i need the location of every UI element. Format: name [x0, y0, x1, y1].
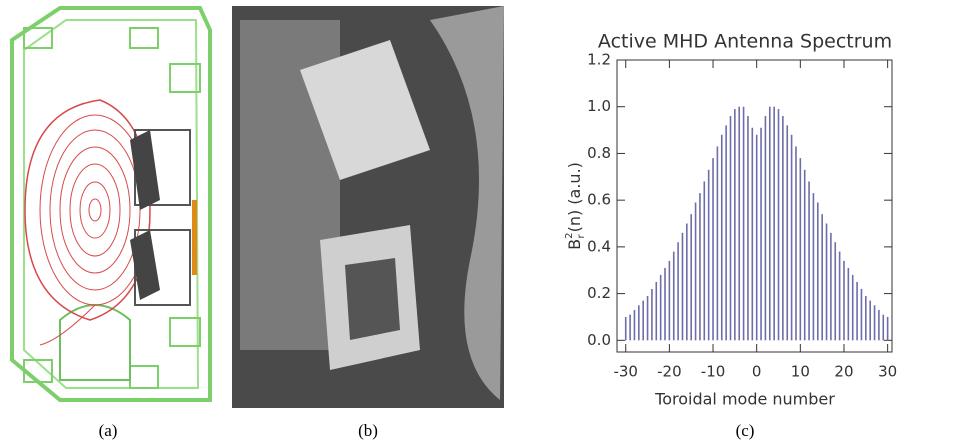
bar [760, 127, 762, 341]
bar [838, 251, 841, 341]
cross-section-diagram [10, 6, 212, 402]
bar [851, 274, 854, 341]
bar [790, 134, 793, 341]
bar [703, 181, 706, 341]
bar [786, 125, 789, 341]
bar [720, 134, 723, 341]
bar [821, 214, 823, 341]
y-axis-label: B2r (n) (a.u.) [564, 162, 587, 250]
bar [755, 134, 758, 341]
x-tick-label: -20 [657, 363, 682, 381]
y-tick-label: 1.2 [587, 51, 611, 69]
bar [664, 267, 666, 341]
bar [651, 288, 653, 341]
y-label-base: B [565, 239, 584, 250]
bar [782, 116, 784, 341]
bar [668, 260, 671, 341]
plot-frame [616, 59, 893, 353]
y-tick-label: 1.0 [587, 97, 611, 115]
bar [768, 106, 771, 341]
bar [847, 267, 850, 341]
bar [659, 274, 662, 341]
bar [795, 146, 797, 341]
bar [830, 232, 832, 341]
bar [655, 281, 658, 341]
bar [738, 106, 741, 341]
bar [686, 223, 688, 341]
bar [764, 116, 767, 341]
bar [812, 193, 815, 341]
bar [777, 109, 780, 341]
bar [808, 181, 810, 341]
bar [633, 309, 636, 341]
bar [677, 242, 679, 341]
bar [672, 251, 675, 341]
bar [694, 202, 697, 341]
antenna-photo [232, 6, 504, 408]
x-tick-label: 20 [834, 363, 853, 381]
y-tick-label: 0.0 [587, 331, 611, 349]
x-tick-label: 30 [878, 363, 897, 381]
bar [834, 242, 837, 341]
y-label-rest: (n) (a.u.) [565, 162, 584, 232]
x-axis-label: Toroidal mode number [654, 390, 835, 409]
chart-title: Active MHD Antenna Spectrum [598, 31, 892, 53]
y-label-sub: r [576, 234, 587, 239]
bar [873, 305, 876, 341]
x-tick-label: 10 [791, 363, 810, 381]
caption: (a) [99, 421, 118, 440]
bar [729, 116, 732, 341]
bar [716, 146, 719, 341]
bar [638, 305, 640, 341]
bar [690, 214, 693, 341]
bar [773, 106, 775, 341]
x-tick-label: -10 [701, 363, 726, 381]
bar [869, 300, 871, 341]
y-tick-label: 0.2 [587, 284, 611, 302]
bar [856, 281, 858, 341]
caption: (b) [358, 421, 378, 440]
bar [816, 202, 819, 341]
bar [681, 232, 684, 341]
bar [742, 106, 745, 341]
bar [860, 288, 863, 341]
x-tick-label: -30 [613, 363, 638, 381]
caption: (c) [736, 421, 755, 440]
bar [699, 193, 701, 341]
bar [878, 309, 880, 341]
bar [725, 125, 727, 341]
bar [865, 295, 867, 341]
y-label-sup: 2 [564, 233, 575, 239]
bar [646, 295, 649, 341]
bar [843, 260, 845, 341]
y-tick-label: 0.6 [587, 191, 611, 209]
bar [751, 127, 754, 341]
bar [886, 316, 889, 341]
bar [642, 300, 644, 341]
bar [734, 109, 736, 341]
bar [624, 316, 627, 341]
bar [747, 116, 749, 341]
bar [712, 158, 714, 341]
bar [629, 314, 631, 341]
bar [799, 158, 802, 341]
y-tick-label: 0.4 [587, 237, 611, 255]
y-tick-label: 0.8 [587, 144, 611, 162]
x-tick-label: 0 [752, 363, 762, 381]
bar [882, 314, 885, 341]
bar [825, 223, 828, 341]
bar [707, 169, 710, 341]
bar [803, 169, 806, 341]
